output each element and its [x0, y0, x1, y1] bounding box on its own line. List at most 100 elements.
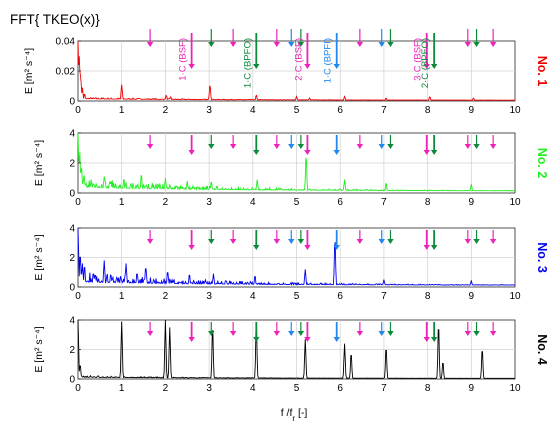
marker-arrow-head [146, 331, 154, 336]
y-tick-label: 0.02 [56, 67, 76, 78]
annotation-label: 2·C (BPFO) [420, 38, 431, 88]
annotation-label: 2·C (BSF) [293, 38, 304, 81]
marker-arrow-head [188, 245, 195, 250]
marker-arrow-head [229, 239, 237, 244]
y-tick-label: 2 [69, 253, 75, 264]
marker-arrow-head [464, 331, 472, 336]
x-tick-label: 5 [294, 105, 300, 116]
x-tick-label: 7 [381, 197, 387, 208]
y-tick-label: 0 [69, 189, 75, 200]
x-tick-label: 9 [469, 383, 475, 394]
y-tick-label: 2 [69, 345, 75, 356]
annotation-label: 1·C (BSF) [178, 38, 189, 81]
marker-arrow-head [253, 245, 260, 250]
x-tick-label: 10 [509, 197, 521, 208]
x-tick-label: 10 [509, 383, 521, 394]
x-tick-label: 2 [163, 105, 169, 116]
marker-arrow-head [473, 331, 480, 336]
x-tick-label: 7 [381, 383, 387, 394]
marker-arrow-head [356, 331, 364, 336]
panel-label: No. 1 [535, 56, 549, 87]
x-tick-label: 1 [119, 105, 125, 116]
figure-title: FFT{ TKEO(x)} [10, 12, 100, 27]
x-tick-label: 9 [469, 291, 475, 302]
x-tick-label: 0 [75, 197, 81, 208]
marker-arrow-head [387, 331, 394, 336]
x-tick-label: 5 [294, 291, 300, 302]
marker-arrow-head [356, 144, 364, 149]
marker-arrow-head [208, 239, 215, 244]
marker-arrow-head [423, 245, 430, 250]
marker-arrow-head [464, 239, 472, 244]
y-tick-label: 0 [69, 97, 75, 108]
x-tick-label: 4 [250, 197, 256, 208]
panel-label: No. 4 [535, 334, 549, 365]
marker-arrow-head [430, 150, 438, 155]
x-tick-label: 8 [425, 197, 431, 208]
marker-arrow-head [423, 64, 430, 69]
annotation-label: 1·C (BPFI) [323, 38, 334, 83]
x-tick-label: 6 [337, 197, 343, 208]
marker-arrow-head [188, 64, 195, 69]
x-tick-label: 7 [381, 105, 387, 116]
x-tick-label: 6 [337, 291, 343, 302]
marker-arrow-head [253, 337, 260, 342]
marker-arrow-head [297, 42, 305, 47]
x-tick-label: 3 [206, 383, 212, 394]
y-tick-label: 4 [69, 224, 75, 235]
x-tick-label: 3 [206, 105, 212, 116]
panel-3: 0 2 4 0 1 2 3 4 5 6 7 8 9 10 E [m² s⁻⁴] No. 3 [33, 224, 549, 303]
spectrum-line [77, 227, 516, 286]
x-tick-label: 3 [206, 291, 212, 302]
marker-arrow-head [229, 42, 237, 47]
marker-arrow-head [297, 239, 305, 244]
y-tick-label: 0 [69, 375, 75, 386]
marker-arrow-head [146, 239, 154, 244]
spectrum-line [77, 40, 516, 101]
marker-arrow-head [288, 239, 295, 244]
marker-arrow-head [464, 42, 472, 47]
marker-arrow-head [333, 150, 340, 155]
marker-arrow-head [430, 337, 438, 342]
marker-arrow-head [304, 150, 311, 155]
panel-4: 0 2 4 0 1 2 3 4 5 6 7 8 9 10 E [m² s⁻⁴] No. 4 [33, 316, 549, 395]
marker-arrow-head [253, 64, 260, 69]
marker-arrow-head [473, 239, 480, 244]
y-axis-label: E [m² s⁻⁴] [33, 326, 45, 372]
y-axis-label: E [m² s⁻⁴] [23, 48, 35, 94]
marker-arrow-head [297, 144, 305, 149]
x-tick-label: 5 [294, 383, 300, 394]
x-tick-label: 1 [119, 197, 125, 208]
x-tick-label: 1 [119, 291, 125, 302]
marker-arrow-head [273, 331, 281, 336]
y-tick-label: 4 [69, 316, 75, 327]
x-tick-label: 7 [381, 291, 387, 302]
marker-arrow-head [253, 150, 260, 155]
marker-arrow-head [464, 144, 472, 149]
spectrum-line [77, 132, 516, 192]
marker-arrow-head [378, 144, 385, 149]
y-tick-label: 0.04 [56, 37, 76, 48]
marker-arrow-head [188, 337, 195, 342]
x-tick-label: 4 [250, 291, 256, 302]
marker-arrow-head [473, 42, 480, 47]
y-tick-label: 0 [69, 283, 75, 294]
marker-arrow-head [378, 42, 385, 47]
x-tick-label: 2 [163, 197, 169, 208]
marker-arrow-head [304, 64, 311, 69]
marker-arrow-head [273, 42, 281, 47]
marker-arrow-head [333, 337, 340, 342]
marker-arrow-head [188, 150, 195, 155]
marker-arrow-head [288, 42, 295, 47]
marker-arrow-head [430, 245, 438, 250]
x-tick-label: 4 [250, 105, 256, 116]
marker-arrow-head [378, 239, 385, 244]
panel-1: 0 0.02 0.04 0 1 2 3 4 5 6 7 8 9 10 E [m² s⁻⁴] No. 1 [23, 29, 549, 116]
marker-arrow-head [273, 144, 281, 149]
marker-arrow-head [423, 337, 430, 342]
x-tick-label: 8 [425, 105, 431, 116]
panel-2: 0 2 4 0 1 2 3 4 5 6 7 8 9 10 E [m² s⁻⁴] No. 2 [33, 129, 549, 209]
y-tick-label: 4 [69, 129, 75, 140]
marker-arrow-head [208, 331, 215, 336]
marker-arrow-head [387, 144, 394, 149]
